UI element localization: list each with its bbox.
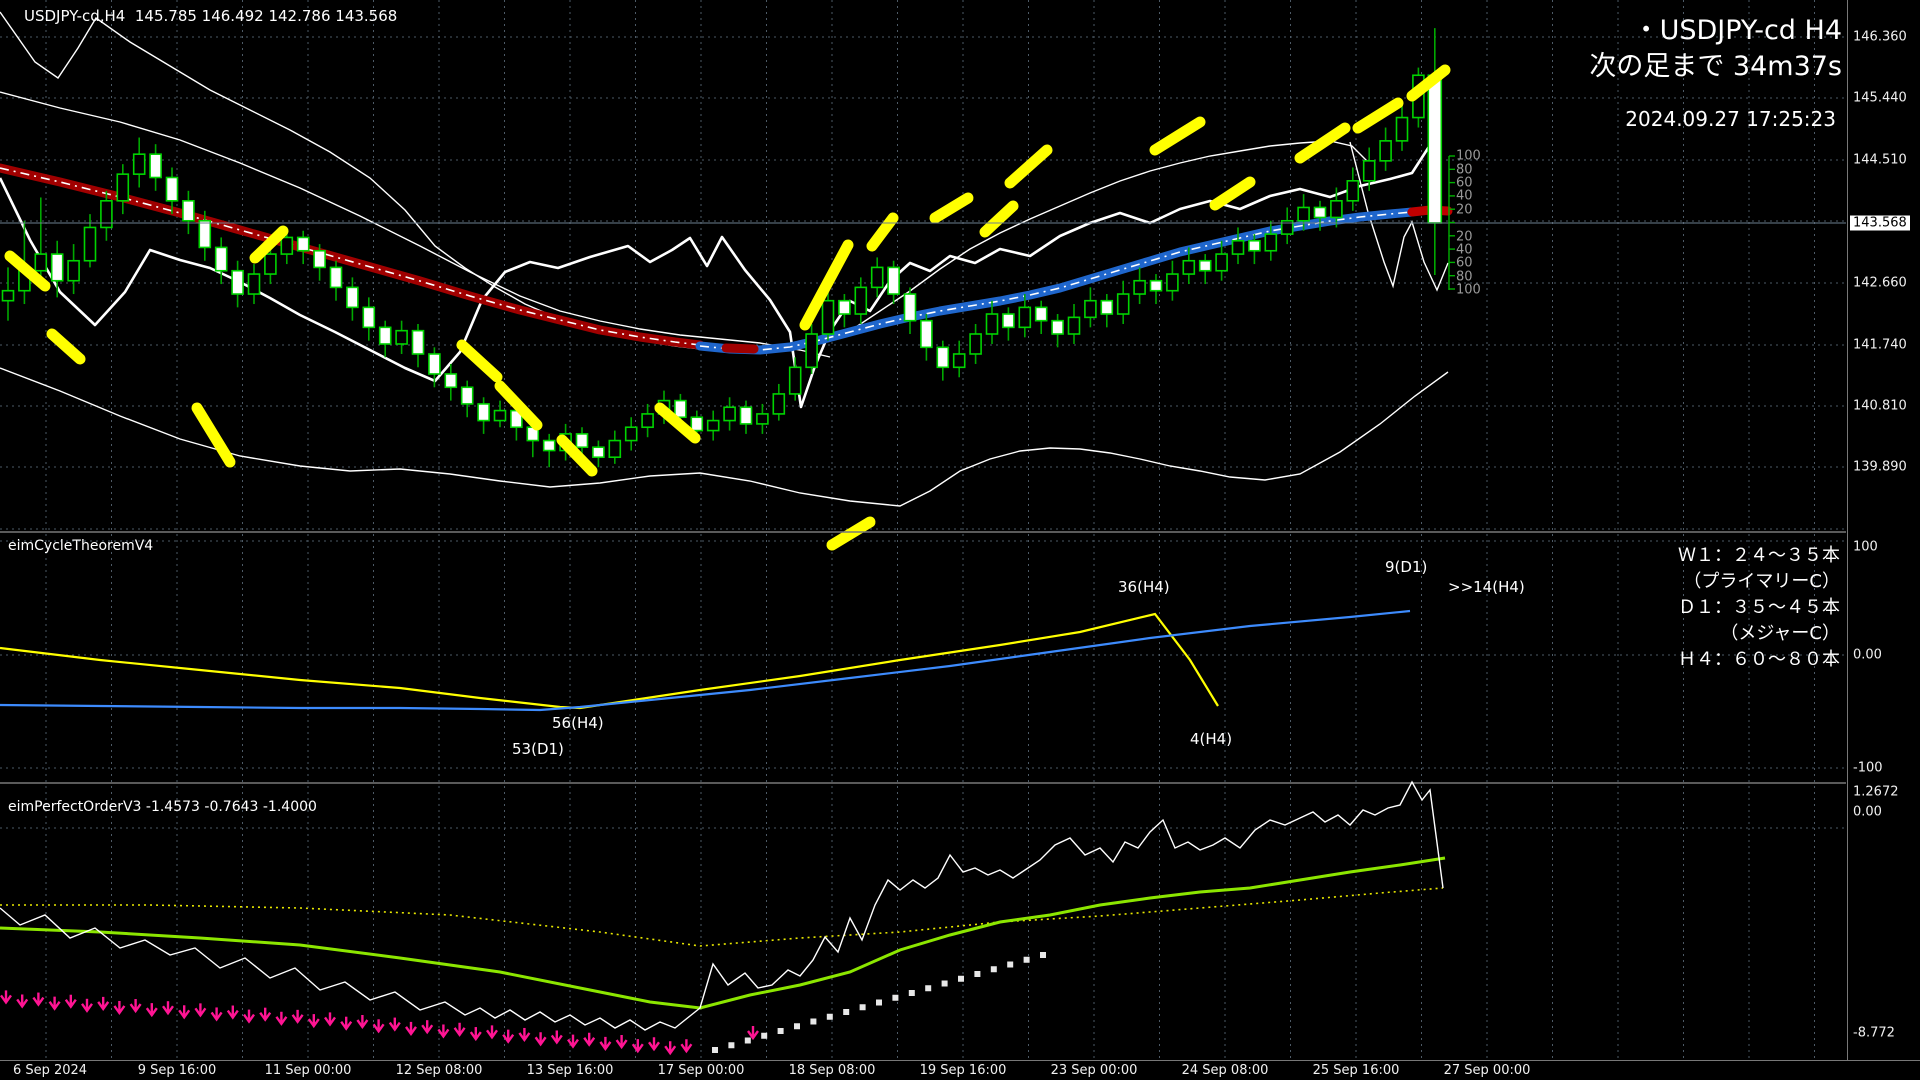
time-label: 27 Sep 00:00: [1443, 1063, 1531, 1078]
pip-ruler-label: 20: [1456, 202, 1473, 218]
symbol-overlay-label: ・USDJPY-cd H4: [1632, 15, 1842, 46]
pip-ruler-label: 40: [1456, 242, 1473, 258]
time-label: 25 Sep 16:00: [1312, 1063, 1400, 1078]
pip-ruler-label: 100: [1456, 148, 1481, 164]
candle-countdown-label: 次の足まで 34m37s: [1589, 51, 1842, 82]
po-scale-label: 0.00: [1853, 804, 1882, 820]
time-label: 9 Sep 16:00: [137, 1063, 217, 1078]
pip-ruler-label: 60: [1456, 175, 1473, 191]
pip-ruler-label: 80: [1456, 162, 1473, 178]
time-label: 11 Sep 00:00: [264, 1063, 352, 1078]
cycle-line-tag: >>14(H4): [1448, 578, 1525, 596]
price-axis[interactable]: [1847, 0, 1920, 1060]
price-label: 144.510: [1853, 152, 1907, 168]
time-label: 24 Sep 08:00: [1181, 1063, 1269, 1078]
price-label: 140.810: [1853, 398, 1907, 414]
cycle-line-tag: 56(H4): [552, 714, 604, 732]
pip-ruler-label: 40: [1456, 188, 1473, 204]
time-label: 12 Sep 08:00: [395, 1063, 483, 1078]
pip-ruler-label: 80: [1456, 269, 1473, 285]
chart-ohlc-title: USDJPY-cd,H4 145.785 146.492 142.786 143…: [24, 7, 398, 25]
cycle-line-tag: 4(H4): [1190, 730, 1233, 748]
po-scale-label: -8.772: [1853, 1025, 1895, 1041]
cycle-scale-label: -100: [1853, 760, 1883, 776]
price-label: 139.890: [1853, 459, 1907, 475]
po-scale-label: 1.2672: [1853, 784, 1899, 800]
perfectorder-indicator-name: eimPerfectOrderV3 -1.4573 -0.7643 -1.400…: [8, 799, 317, 815]
cycle-line-tag: 36(H4): [1118, 578, 1170, 596]
time-label: 18 Sep 08:00: [788, 1063, 876, 1078]
price-label: 142.660: [1853, 275, 1907, 291]
time-label: 13 Sep 16:00: [526, 1063, 614, 1078]
cycle-line-tag: 9(D1): [1385, 558, 1428, 576]
price-label: 141.740: [1853, 337, 1907, 353]
time-label: 17 Sep 00:00: [657, 1063, 745, 1078]
cycle-line-tag: 53(D1): [512, 740, 564, 758]
time-label: 23 Sep 00:00: [1050, 1063, 1138, 1078]
price-label: 146.360: [1853, 29, 1907, 45]
price-label: 143.568: [1850, 215, 1910, 231]
cycle-scale-label: 0.00: [1853, 647, 1882, 663]
time-label: 19 Sep 16:00: [919, 1063, 1007, 1078]
time-axis[interactable]: [0, 1060, 1920, 1080]
server-time-label: 2024.09.27 17:25:23: [1625, 107, 1836, 131]
time-label: 6 Sep 2024: [12, 1063, 88, 1078]
pip-ruler-label: 60: [1456, 255, 1473, 271]
cycle-scale-label: 100: [1853, 539, 1878, 555]
pip-ruler-label: 20: [1456, 229, 1473, 245]
cycle-notes: Ｗ１：２４～３５本 （プライマリーC） Ｄ１：３５～４５本 （メジャーC） Ｈ４…: [1678, 545, 1840, 670]
cycle-indicator-name: eimCycleTheoremV4: [8, 538, 154, 554]
price-label: 145.440: [1853, 90, 1907, 106]
pip-ruler-label: 100: [1456, 282, 1481, 298]
